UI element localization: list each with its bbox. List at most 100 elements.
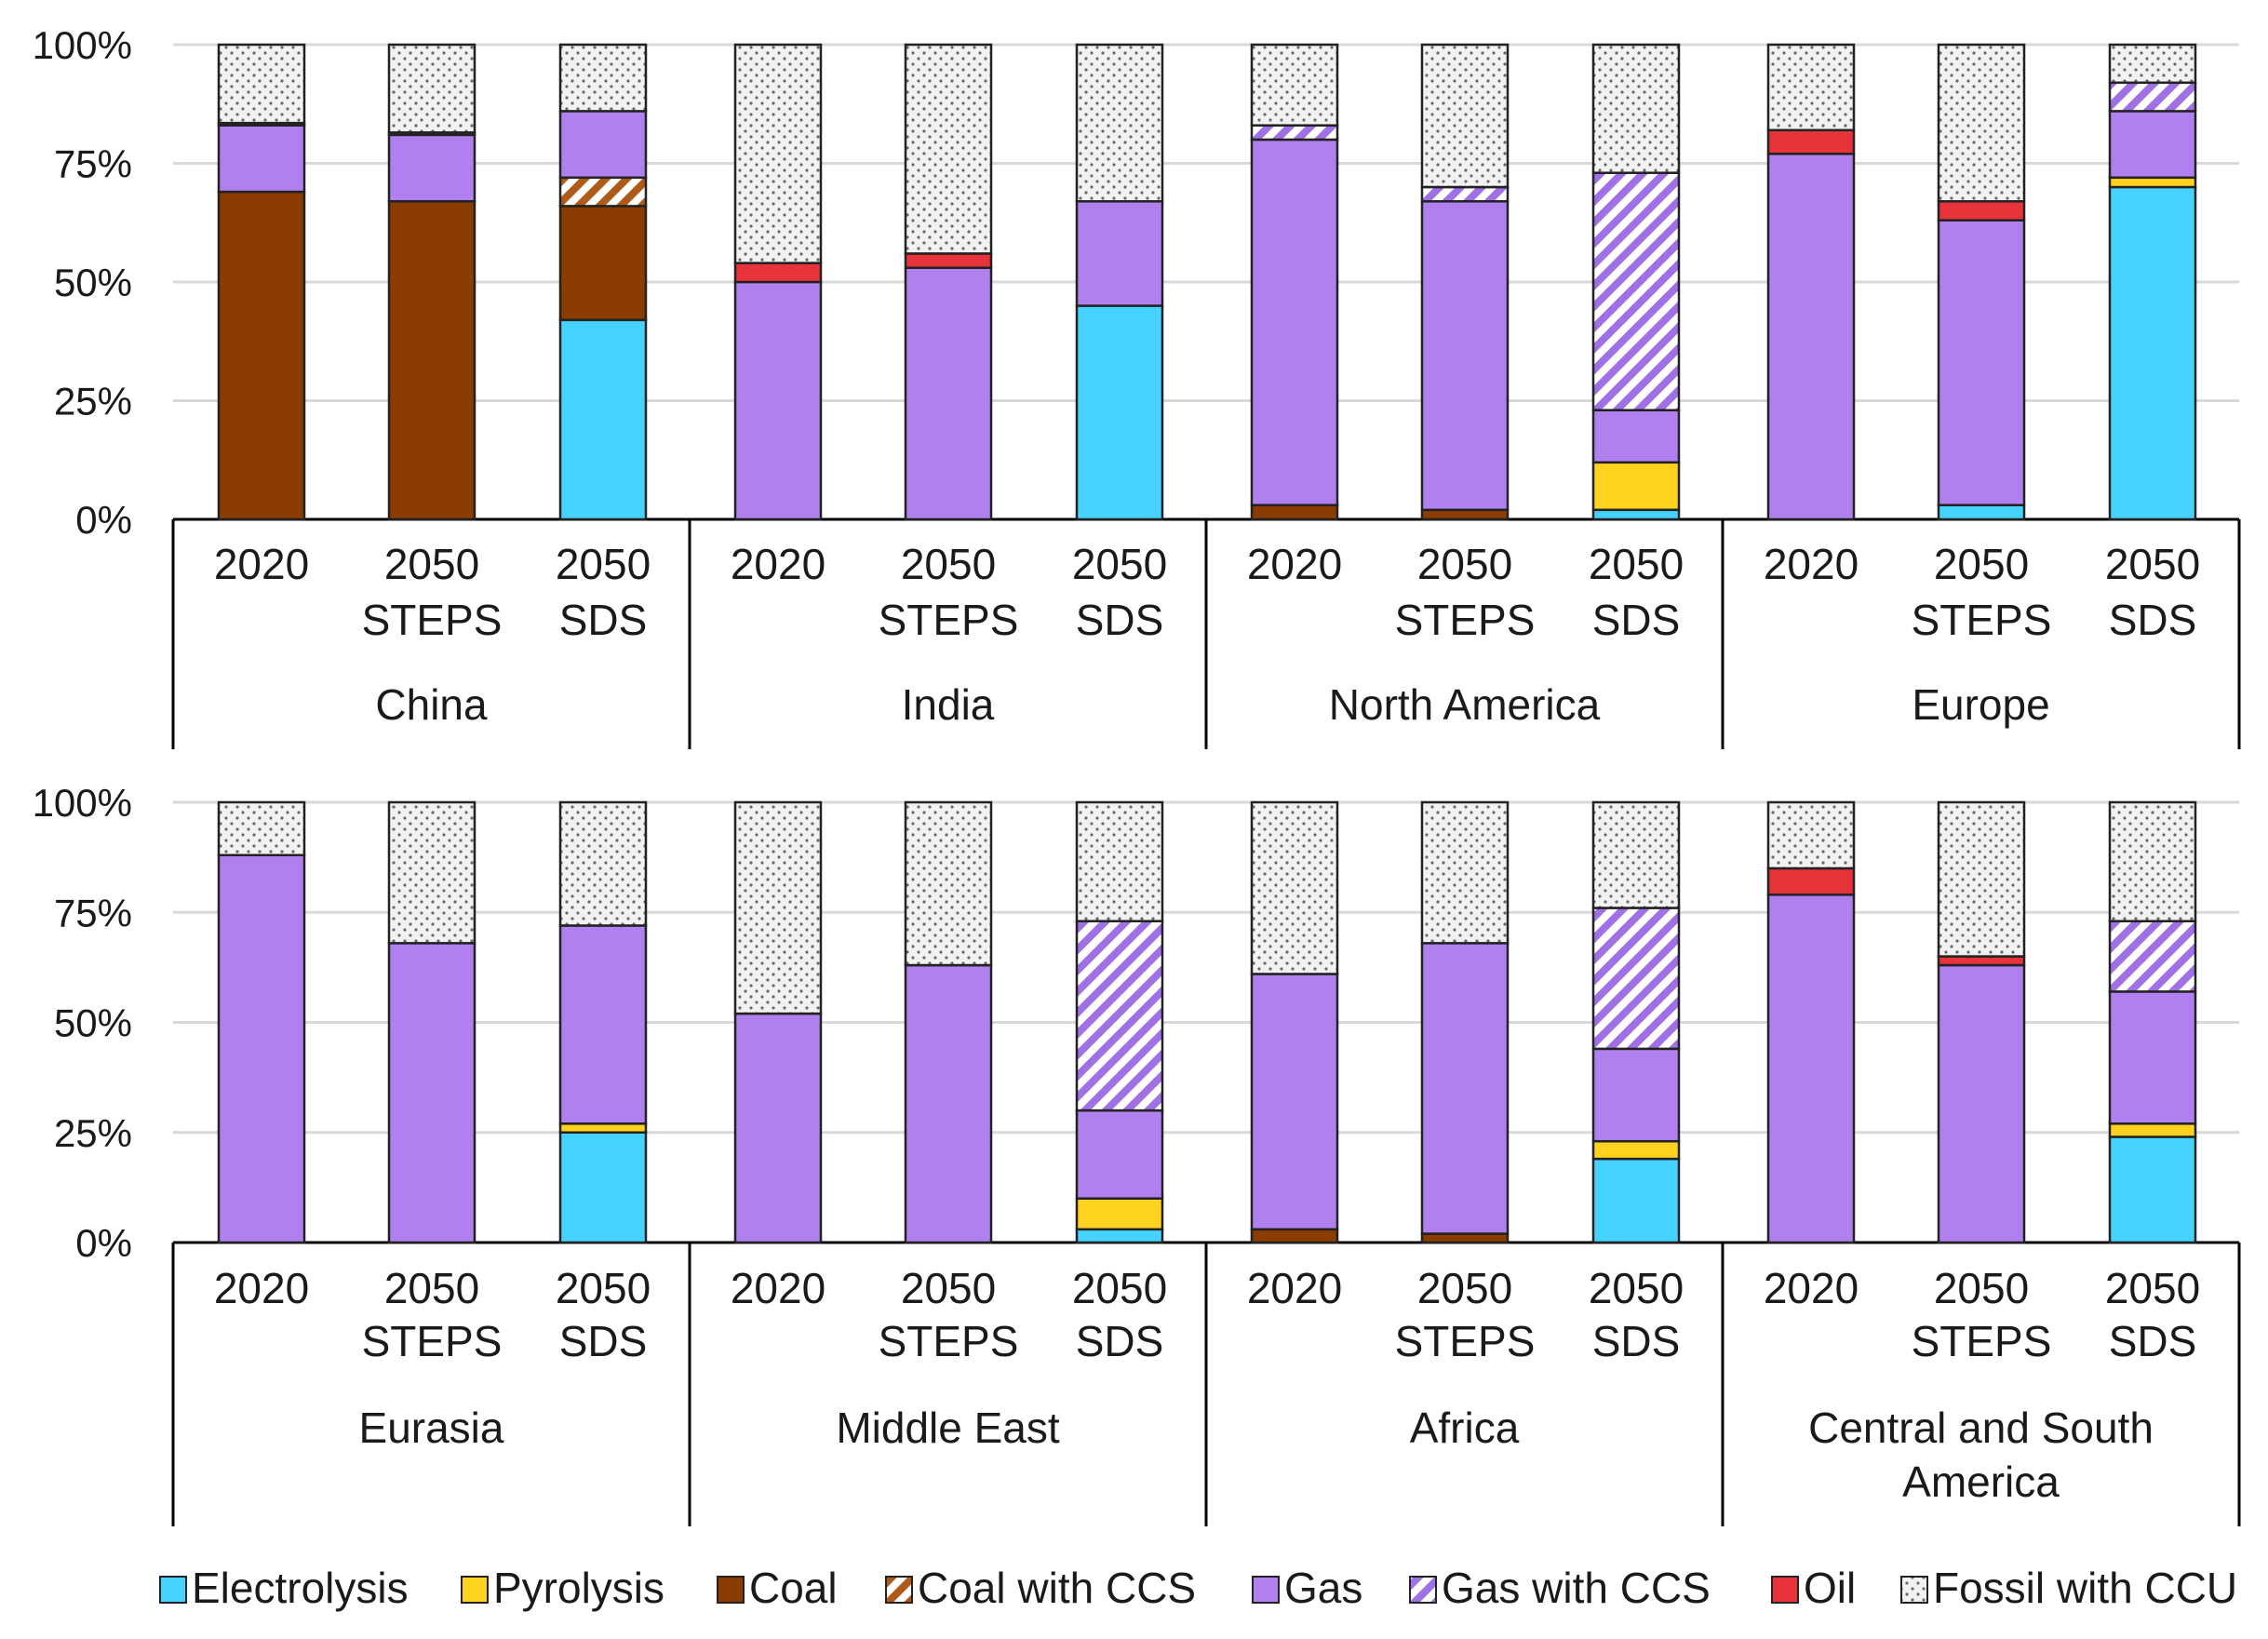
scenario-label: 2020 — [731, 1264, 825, 1312]
region-label: Africa — [1410, 1404, 1520, 1452]
bar-segment-gas — [217, 124, 306, 194]
scenario-label: STEPS — [1912, 596, 2052, 644]
bar-segment-gas — [1075, 1108, 1164, 1200]
bar-segment-gas — [387, 942, 476, 1244]
bar-segment-gas-with-ccs — [1075, 920, 1164, 1112]
bar-segment-oil — [1937, 200, 2026, 222]
legend: Electrolysis Pyrolysis Coal Coal with CCS Ga… — [159, 1564, 2237, 1612]
bar-segment-electrolysis — [1591, 508, 1681, 521]
bar-segment-fossil-with-ccu — [904, 43, 993, 255]
bar-segment-coal — [1420, 1232, 1510, 1244]
scenario-label: STEPS — [1395, 1317, 1536, 1365]
legend-swatch-electrolysis — [159, 1576, 187, 1604]
bar-segment-fossil-with-ccu — [1937, 43, 2026, 203]
scenario-label: 2020 — [1764, 1264, 1859, 1312]
bar-segment-gas — [1591, 1047, 1681, 1143]
bar-segment-electrolysis — [1937, 504, 2026, 521]
legend-swatch-oil — [1771, 1576, 1799, 1604]
scenario-label: 2050 — [1417, 1264, 1512, 1312]
bar-segment-gas — [904, 266, 993, 521]
bar-segment-fossil-with-ccu — [1591, 43, 1681, 174]
scenario-label: 2050 — [384, 540, 479, 588]
bar-segment-coal — [1250, 1228, 1339, 1244]
region-label: China — [375, 680, 488, 729]
scenario-label: STEPS — [1395, 596, 1536, 644]
scenario-label: SDS — [1592, 596, 1681, 644]
scenario-label: 2050 — [556, 540, 651, 588]
y-tick-label: 75% — [54, 891, 132, 934]
scenario-label: STEPS — [362, 596, 503, 644]
bar-segment-electrolysis — [558, 318, 648, 521]
region-label: Europe — [1912, 680, 2049, 729]
bar-segment-oil — [1766, 128, 1856, 155]
legend-label: Gas — [1284, 1564, 1362, 1612]
scenario-label: STEPS — [1912, 1317, 2052, 1365]
scenario-label: SDS — [1076, 596, 1164, 644]
scenario-label: 2050 — [2105, 540, 2200, 588]
bar-segment-pyrolysis — [1591, 461, 1681, 512]
region-label: Eurasia — [359, 1404, 504, 1452]
bar-segment-electrolysis — [2108, 1135, 2197, 1244]
bar-segment-electrolysis — [2108, 185, 2197, 521]
region-label: America — [1902, 1458, 2060, 1506]
bar-segment-gas — [558, 924, 648, 1125]
bar-segment-gas — [904, 963, 993, 1244]
scenario-label: SDS — [1592, 1317, 1681, 1365]
scenario-label: 2050 — [1417, 540, 1512, 588]
y-tick-label: 0% — [75, 498, 132, 542]
bar-segment-gas-with-ccs — [2108, 81, 2197, 113]
bar-segment-gas — [1766, 893, 1856, 1244]
y-tick-label: 50% — [54, 261, 132, 304]
bar-segment-gas — [217, 853, 306, 1244]
bar-segment-gas-with-ccs — [1591, 907, 1681, 1051]
bar-segment-gas — [387, 133, 476, 203]
scenario-label: 2050 — [1589, 1264, 1684, 1312]
bar-segment-fossil-with-ccu — [217, 43, 306, 125]
y-tick-label: 75% — [54, 142, 132, 186]
y-tick-label: 50% — [54, 1001, 132, 1045]
bar-segment-gas-with-ccs — [1420, 185, 1510, 203]
bar-segment-gas-with-ccs — [2108, 920, 2197, 993]
bar-segment-fossil-with-ccu — [558, 800, 648, 927]
legend-label: Coal with CCS — [918, 1564, 1196, 1612]
bar-segment-coal — [1250, 504, 1339, 521]
chart-plot-area: 0% 25% 50% 75% 100% 2020 2050 STEPS 2050 SDS China… — [33, 23, 2241, 1526]
scenario-label: 2050 — [1072, 1264, 1167, 1312]
y-tick-label: 0% — [75, 1221, 132, 1265]
scenario-label: 2050 — [1934, 540, 2029, 588]
scenario-label: 2020 — [214, 540, 309, 588]
bar-segment-fossil-with-ccu — [1420, 43, 1510, 189]
bar-segment-fossil-with-ccu — [1937, 800, 2026, 958]
region-label: India — [902, 680, 995, 729]
scenario-label: 2050 — [2105, 1264, 2200, 1312]
bar-segment-fossil-with-ccu — [1250, 43, 1339, 127]
legend-label: Electrolysis — [192, 1564, 409, 1612]
scenario-label: 2020 — [1247, 540, 1342, 588]
y-tick-label: 25% — [54, 380, 132, 423]
bar-segment-gas — [2108, 110, 2197, 180]
bar-segment-fossil-with-ccu — [904, 800, 993, 967]
bar-segment-gas — [1420, 942, 1510, 1235]
scenario-label: 2050 — [384, 1264, 479, 1312]
bar-segment-fossil-with-ccu — [387, 800, 476, 945]
bar-segment-pyrolysis — [2108, 176, 2197, 189]
bar-segment-fossil-with-ccu — [387, 43, 476, 134]
bar-segment-fossil-with-ccu — [1766, 800, 1856, 870]
scenario-label: 2020 — [1764, 540, 1859, 588]
scenario-label: STEPS — [879, 596, 1019, 644]
scenario-label: 2050 — [556, 1264, 651, 1312]
bar-segment-fossil-with-ccu — [558, 43, 648, 113]
bar-segment-fossil-with-ccu — [733, 800, 823, 1015]
bar-segment-gas — [733, 1012, 823, 1244]
bar-segment-fossil-with-ccu — [733, 43, 823, 264]
y-tick-label: 100% — [33, 23, 132, 67]
bar-segment-pyrolysis — [1591, 1139, 1681, 1161]
legend-swatch-coal — [717, 1576, 745, 1604]
region-label: Central and South — [1808, 1404, 2154, 1452]
bar-segment-fossil-with-ccu — [2108, 43, 2197, 85]
bar-segment-fossil-with-ccu — [1591, 800, 1681, 909]
bar-segment-fossil-with-ccu — [2108, 800, 2197, 922]
legend-label: Coal — [749, 1564, 838, 1612]
scenario-label: SDS — [559, 596, 648, 644]
